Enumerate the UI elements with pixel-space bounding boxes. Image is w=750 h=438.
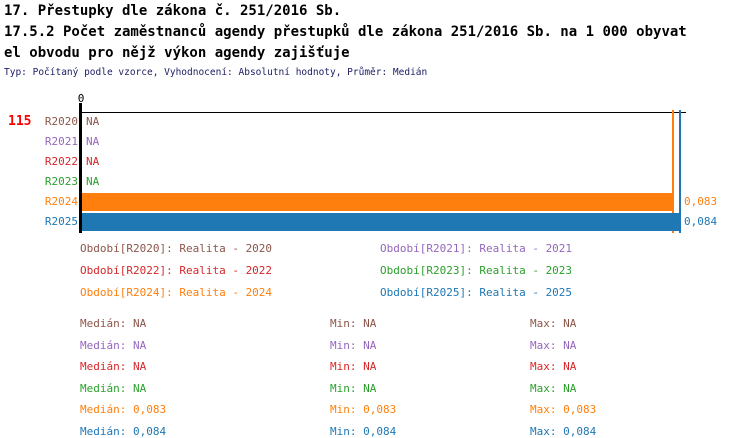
stat-max: Max: NA bbox=[530, 360, 577, 373]
x-axis-line bbox=[79, 112, 686, 113]
bar bbox=[82, 193, 673, 211]
legend-item: Období[R2025]: Realita - 2025 bbox=[380, 286, 573, 299]
report-title-line3: el obvodu pro nějž výkon agendy zajišťuj… bbox=[4, 45, 350, 61]
legend-item: Období[R2023]: Realita - 2023 bbox=[380, 264, 573, 277]
stat-max: Max: NA bbox=[530, 317, 577, 330]
bar-value-label: NA bbox=[86, 115, 100, 128]
stat-median: Medián: NA bbox=[80, 360, 147, 373]
median-marker-line bbox=[672, 110, 674, 233]
stat-min: Min: 0,084 bbox=[330, 425, 397, 438]
stat-max: Max: 0,084 bbox=[530, 425, 597, 438]
bar-value-label: 0,083 bbox=[684, 195, 718, 208]
stat-min: Min: NA bbox=[330, 317, 377, 330]
x-axis-tick-zero-label: 0 bbox=[77, 92, 85, 105]
bar bbox=[82, 213, 680, 231]
bar-value-label: NA bbox=[86, 155, 100, 168]
median-marker-line bbox=[679, 110, 681, 233]
y-axis-category-label: R2022 bbox=[44, 155, 78, 168]
report-title-line2: 17.5.2 Počet zaměstnanců agendy přestupk… bbox=[4, 24, 687, 40]
y-axis-line bbox=[79, 103, 82, 233]
stat-median: Medián: 0,083 bbox=[80, 403, 167, 416]
y-axis-category-label: R2025 bbox=[44, 215, 78, 228]
legend-item: Období[R2020]: Realita - 2020 bbox=[80, 242, 273, 255]
stat-max: Max: 0,083 bbox=[530, 403, 597, 416]
stat-max: Max: NA bbox=[530, 339, 577, 352]
stat-median: Medián: NA bbox=[80, 317, 147, 330]
stat-min: Min: NA bbox=[330, 339, 377, 352]
y-axis-category-label: R2020 bbox=[44, 115, 78, 128]
stat-median: Medián: NA bbox=[80, 339, 147, 352]
stat-median: Medián: 0,084 bbox=[80, 425, 167, 438]
stat-min: Min: NA bbox=[330, 360, 377, 373]
bar-value-label: NA bbox=[86, 135, 100, 148]
stat-min: Min: 0,083 bbox=[330, 403, 397, 416]
y-axis-category-label: R2023 bbox=[44, 175, 78, 188]
legend-item: Období[R2024]: Realita - 2024 bbox=[80, 286, 273, 299]
stat-max: Max: NA bbox=[530, 382, 577, 395]
y-axis-category-label: R2021 bbox=[44, 135, 78, 148]
bar-value-label: NA bbox=[86, 175, 100, 188]
legend-item: Období[R2022]: Realita - 2022 bbox=[80, 264, 273, 277]
bar-value-label: 0,084 bbox=[684, 215, 718, 228]
legend-item: Období[R2021]: Realita - 2021 bbox=[380, 242, 573, 255]
report-meta-line: Typ: Počítaný podle vzorce, Vyhodnocení:… bbox=[4, 67, 428, 78]
y-axis-category-label: R2024 bbox=[44, 195, 78, 208]
bar-chart: 0 115 R2020 NA R2021 NA R2022 NA R2023 NA R2024 0… bbox=[8, 92, 718, 233]
stat-min: Min: NA bbox=[330, 382, 377, 395]
municipality-count-label: 115 bbox=[8, 114, 32, 129]
report-title-line1: 17. Přestupky dle zákona č. 251/2016 Sb. bbox=[4, 3, 342, 19]
stat-median: Medián: NA bbox=[80, 382, 147, 395]
